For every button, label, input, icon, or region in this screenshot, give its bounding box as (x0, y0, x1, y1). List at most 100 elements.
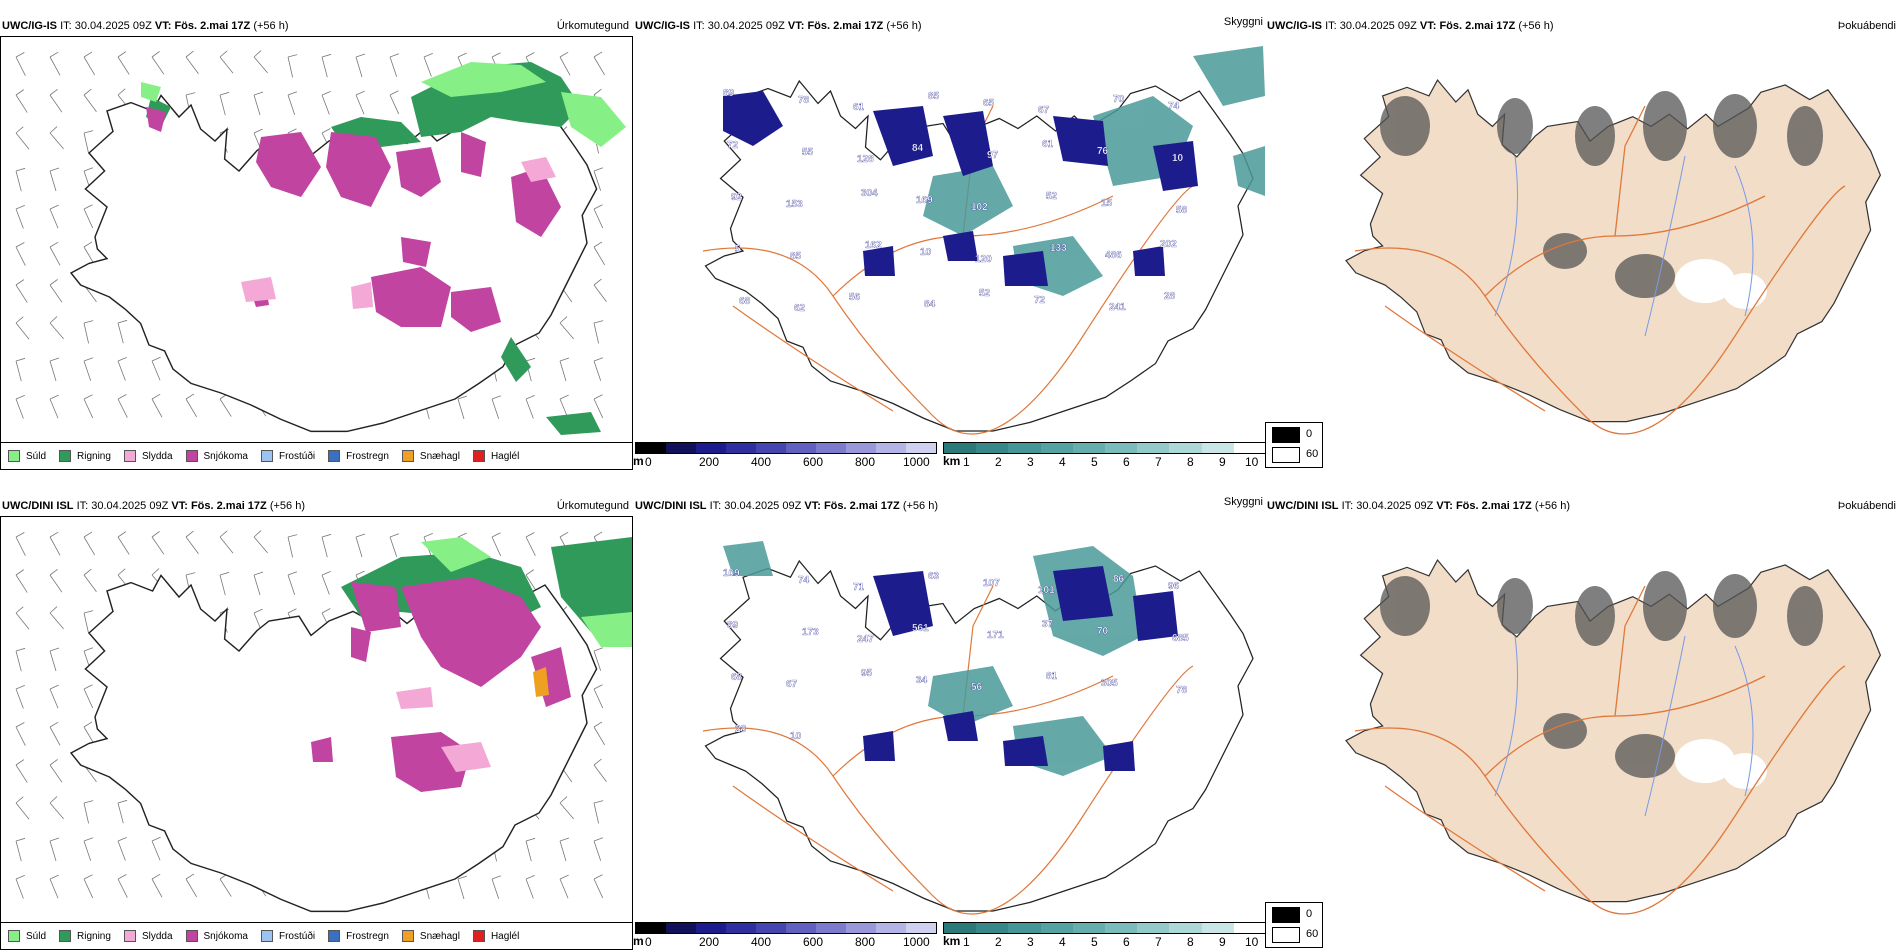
wind-barb (593, 837, 604, 861)
scale-km-tick: 1 (963, 935, 970, 949)
wind-barb (15, 569, 28, 593)
visibility-panel: UWC/IG-IS IT: 30.04.2025 09Z VT: Fös. 2.… (633, 10, 1267, 470)
wind-barb (49, 89, 63, 113)
wind-barb (593, 204, 604, 229)
wind-barb (83, 610, 94, 634)
scale-m-tick: 1000 (903, 935, 930, 949)
visibility-value-label: 71 (853, 582, 865, 593)
scale-m-bar (635, 442, 937, 454)
param-name: Þokuábendi (1837, 20, 1896, 32)
wind-barb (525, 837, 536, 862)
visibility-value-label: 63 (928, 571, 940, 582)
fog-clear (1675, 259, 1767, 309)
wind-barb (457, 395, 468, 420)
wind-barb (321, 571, 331, 595)
swatch (59, 930, 72, 942)
swatch (123, 930, 136, 942)
lead-time: (+56 h) (269, 500, 305, 512)
wind-barb (49, 204, 59, 229)
param-name: Þokuábendi (1837, 500, 1896, 512)
precip-type-panel: UWC/IG-IS IT: 30.04.2025 09Z VT: Fös. 2.… (0, 10, 633, 470)
visibility-value-label: 89 (727, 620, 739, 631)
swatch (472, 450, 485, 462)
visibility-scales: m 0 200 400 600 800 1000 km 1 2 3 4 5 6 … (633, 922, 1267, 950)
wind-barb (559, 51, 571, 76)
wind-barb (49, 531, 61, 556)
suld-area (421, 537, 632, 647)
scale-km-tick: 8 (1187, 455, 1194, 469)
dark-visibility-areas (863, 566, 1178, 771)
wind-barb (287, 571, 298, 595)
wind-barb (457, 875, 468, 900)
wind-barb (117, 319, 128, 344)
precip-map (0, 516, 633, 923)
wind-barb (491, 395, 502, 419)
legend-item: Frostregn (328, 450, 389, 462)
suld-area (141, 62, 626, 147)
param-name: Skyggni (1223, 496, 1263, 508)
wind-barb (525, 875, 535, 899)
legend-label: Slydda (141, 450, 173, 462)
scale-m-tick: 600 (803, 935, 824, 949)
lead-time: (+56 h) (886, 20, 922, 32)
legend-label: Frostregn (346, 930, 389, 942)
wind-barb (185, 393, 198, 418)
scale-km-tick: 3 (1027, 455, 1034, 469)
wind-barb (15, 532, 26, 556)
visibility-value-label: 68 (739, 296, 751, 307)
visibility-value-label: 84 (924, 299, 936, 310)
swatch (401, 450, 414, 462)
legend-swatch-black (1272, 427, 1300, 443)
scale-km-unit: km (943, 934, 961, 948)
wind-barb (15, 126, 30, 150)
wind-barb (219, 571, 230, 596)
snjokoma-area (146, 107, 561, 332)
it-time: 30.04.2025 09Z (91, 500, 169, 512)
wind-barb (593, 278, 607, 302)
scale-m-unit: m (633, 934, 644, 948)
visibility-value-label: 107 (983, 578, 1000, 589)
fog-map (1265, 36, 1900, 446)
wind-barb (593, 758, 607, 782)
scale-km-bar (943, 442, 1267, 454)
visibility-value-label: 76 (1097, 146, 1109, 157)
wind-barb (423, 53, 433, 77)
wind-barb (49, 759, 63, 783)
scale-km-tick: 4 (1059, 935, 1066, 949)
visibility-value-label: 65 (983, 98, 995, 109)
scale-km-tick: 8 (1187, 935, 1194, 949)
swatch (260, 930, 273, 942)
wind-barb (117, 394, 128, 418)
wind-barb (559, 796, 574, 820)
swatch (59, 450, 72, 462)
legend-item: Slydda (123, 930, 173, 942)
legend-item: Snjókoma (185, 930, 248, 942)
wind-barb (83, 874, 94, 899)
it-time: 30.04.2025 09Z (724, 500, 802, 512)
wind-barb (49, 126, 64, 150)
param-name: Úrkomutegund (556, 500, 629, 512)
wind-barb (321, 533, 332, 558)
wind-barb (15, 685, 25, 709)
scale-km-tick: 7 (1155, 455, 1162, 469)
wind-barb (15, 357, 26, 382)
panel-title: UWC/IG-IS IT: 30.04.2025 09Z VT: Fös. 2.… (635, 20, 922, 32)
wind-barb (219, 91, 230, 116)
wind-barb (49, 51, 61, 76)
wind-barb (593, 684, 604, 709)
swatch (185, 930, 198, 942)
legend-item: Frostregn (328, 930, 389, 942)
visibility-value-label: 241 (1109, 302, 1126, 313)
wind-barb (117, 799, 128, 824)
fog-rivers (1494, 635, 1754, 817)
visibility-labels: 1097471631071018696891732475611713770685… (723, 568, 1189, 742)
row-dini-isl: UWC/DINI ISL IT: 30.04.2025 09Z VT: Fös.… (0, 480, 1900, 950)
lead-time: (+56 h) (902, 500, 938, 512)
wind-barb (593, 167, 604, 191)
wind-barb (15, 52, 26, 76)
visibility-value-label: 15 (1101, 198, 1113, 209)
wind-barb (15, 759, 28, 783)
vt-time: Fös. 2.mai 17Z (1455, 500, 1532, 512)
legend-item: Snæhagl (401, 930, 460, 942)
visibility-value-label: 67 (786, 679, 798, 690)
